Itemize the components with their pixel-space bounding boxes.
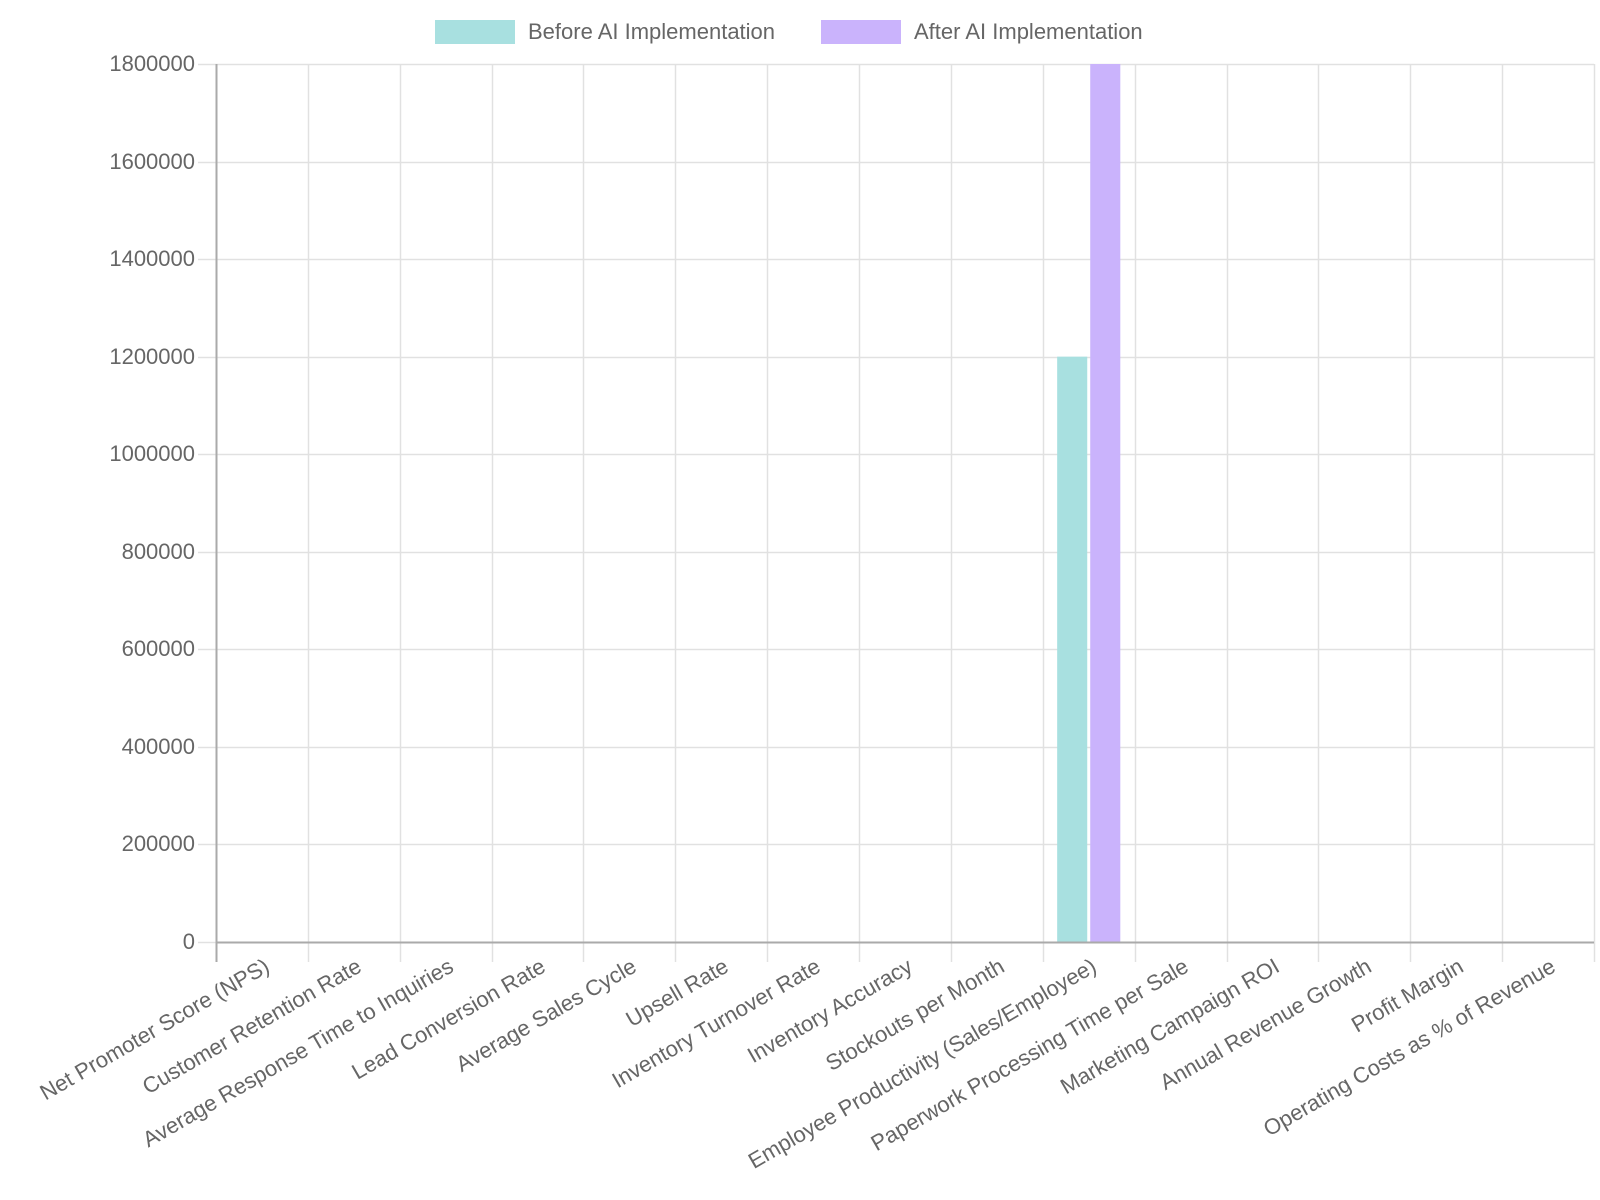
y-tick-label: 1200000 — [109, 343, 195, 369]
y-tick-label: 400000 — [121, 733, 195, 759]
y-tick-label: 1000000 — [109, 441, 195, 467]
legend-swatch-before — [435, 20, 515, 44]
legend-item-after[interactable]: After AI Implementation — [821, 20, 1143, 44]
y-tick-label: 1400000 — [109, 246, 195, 272]
legend-item-before[interactable]: Before AI Implementation — [435, 20, 775, 44]
legend-swatch-after — [821, 20, 901, 44]
legend-label-after: After AI Implementation — [914, 19, 1143, 44]
y-tick-label: 0 — [182, 929, 195, 954]
bar-before — [1057, 356, 1088, 943]
bar-after — [1090, 64, 1121, 942]
y-tick-label: 1800000 — [109, 51, 195, 76]
legend: Before AI Implementation After AI Implem… — [0, 20, 1600, 44]
y-tick-label: 1600000 — [109, 148, 195, 174]
y-tick-label: 200000 — [121, 831, 195, 857]
y-tick-label: 600000 — [121, 636, 195, 662]
legend-label-before: Before AI Implementation — [528, 19, 776, 44]
y-tick-label: 800000 — [121, 538, 195, 564]
